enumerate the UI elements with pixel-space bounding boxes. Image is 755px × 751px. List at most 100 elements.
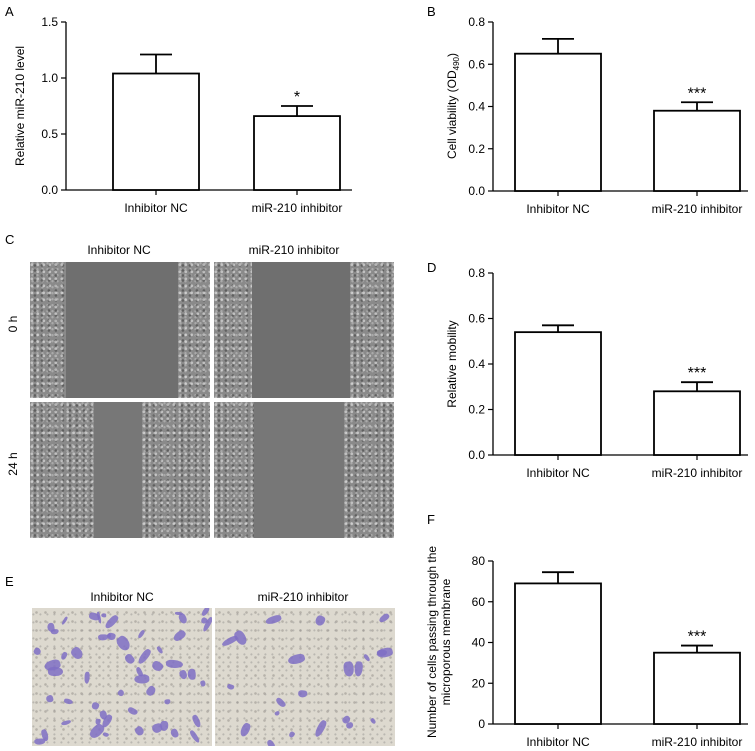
- stained-cell: [200, 679, 207, 687]
- chart-d-x-tick-label: miR-210 inhibitor: [652, 466, 743, 480]
- chart-d-y-tick-label: 0.0: [468, 448, 485, 462]
- stained-cell: [156, 645, 165, 655]
- panel-letter-a: A: [5, 4, 14, 19]
- chart-a-x-tick-label: miR-210 inhibitor: [252, 201, 343, 215]
- micrograph-0h-mir210-inhibitor: [214, 262, 394, 398]
- chart-a-y-label-group: Relative miR-210 level: [13, 46, 27, 166]
- chart-b-y-label-end: ): [445, 53, 459, 57]
- stained-cell: [188, 729, 201, 744]
- stained-cell: [106, 631, 117, 641]
- chart-d-x-tick-label: Inhibitor NC: [526, 466, 590, 480]
- wound-row-label-0h: 0 h: [6, 315, 20, 333]
- stained-cell: [171, 628, 188, 643]
- chart-d-y-tick-label: 0.6: [468, 312, 485, 326]
- stained-cell: [151, 659, 165, 674]
- stained-cell: [238, 721, 252, 738]
- transwell-col-label-nc: Inhibitor NC: [90, 590, 154, 604]
- stained-cell: [48, 666, 64, 676]
- chart-b-y-tick-label: 0.8: [468, 15, 485, 29]
- stained-cell: [313, 718, 328, 738]
- stained-cell: [378, 612, 391, 624]
- stained-cell: [84, 671, 90, 684]
- chart-a-y-label: Relative miR-210 level: [13, 46, 27, 166]
- wound-col-label-inhibitor: miR-210 inhibitor: [248, 243, 340, 257]
- chart-b-significance-label: ***: [688, 85, 707, 102]
- stained-cell: [103, 613, 120, 630]
- stained-cell: [164, 699, 172, 706]
- micrograph-24h-inhibitor-nc: [30, 402, 210, 538]
- panel-letter-e: E: [5, 574, 14, 589]
- stained-cell: [50, 628, 60, 635]
- chart-f-y-label: Number of cells passing through the: [425, 546, 439, 738]
- stained-cell: [265, 613, 283, 626]
- chart-a-y-tick-label: 1.5: [41, 15, 58, 29]
- stained-cell: [60, 615, 68, 626]
- chart-b-y-label-group: Cell viability (OD490): [445, 53, 461, 159]
- transwell-micrograph-mir210-inhibitor: [215, 608, 395, 746]
- stained-cell: [136, 629, 145, 639]
- chart-b-y-label-subscript: 490: [452, 56, 461, 70]
- stained-cell: [126, 705, 139, 716]
- stained-cell: [63, 698, 74, 706]
- chart-d-significance-label: ***: [688, 365, 707, 382]
- stained-cell: [102, 732, 109, 738]
- chart-a-x-tick-label: Inhibitor NC: [124, 201, 188, 215]
- chart-d-y-label-group: Relative mobility: [445, 320, 459, 407]
- stained-cell: [45, 694, 55, 704]
- panel-letter-b: B: [427, 4, 436, 19]
- chart-d-y-tick-label: 0.2: [468, 403, 485, 417]
- chart-a-y-tick-label: 1.0: [41, 71, 58, 85]
- chart-f-bar: [514, 582, 602, 725]
- panel-letter-f: F: [427, 512, 435, 527]
- chart-b-y-tick-label: 0.6: [468, 57, 485, 71]
- stained-cell: [362, 653, 371, 663]
- stained-cell: [220, 634, 239, 649]
- stained-cell: [377, 649, 387, 656]
- chart-a-bar: [112, 72, 200, 191]
- panel-letter-c: C: [5, 232, 15, 247]
- chart-a-significance-label: *: [294, 89, 300, 106]
- chart-d-bar: [653, 390, 741, 456]
- chart-a-y-tick-label: 0.5: [41, 127, 58, 141]
- stained-cell: [116, 688, 126, 698]
- stained-cell: [190, 714, 202, 729]
- panel-letter-d: D: [427, 260, 437, 275]
- chart-b-y-tick-label: 0.4: [468, 100, 485, 114]
- chart-b-y-tick-label: 0.0: [468, 184, 485, 198]
- stained-cell: [314, 613, 327, 627]
- chart-b-x-tick-label: Inhibitor NC: [526, 202, 590, 216]
- stained-cell: [144, 684, 157, 698]
- stained-cell: [273, 710, 281, 718]
- chart-d-y-tick-label: 0.8: [468, 266, 485, 280]
- chart-b-x-tick-label: miR-210 inhibitor: [652, 202, 743, 216]
- stained-cell: [369, 717, 377, 726]
- stained-cell: [68, 645, 85, 661]
- chart-b-y-label: Cell viability (OD490): [445, 53, 461, 159]
- chart-f-y-tick-label: 20: [472, 676, 486, 690]
- chart-f-y-tick-label: 40: [472, 636, 486, 650]
- stained-cell: [226, 683, 235, 691]
- stained-cell: [286, 653, 306, 667]
- chart-f-y-label: microporous membrane: [439, 578, 453, 705]
- stained-cell: [136, 647, 152, 666]
- stained-cell: [165, 658, 184, 668]
- chart-f-y-label-group: Number of cells passing through the micro…: [425, 546, 453, 738]
- stained-cell: [100, 613, 107, 618]
- stained-cell: [61, 719, 73, 727]
- chart-d-y-label: Relative mobility: [445, 320, 459, 407]
- chart-f-bar: [653, 651, 741, 725]
- stained-cell: [296, 689, 308, 698]
- stained-cell: [60, 651, 69, 661]
- stained-cell: [342, 661, 355, 678]
- stained-cell: [265, 738, 276, 746]
- chart-d-y-tick-label: 0.4: [468, 357, 485, 371]
- stained-cell: [34, 738, 46, 745]
- chart-a-bar: [253, 115, 341, 191]
- stained-cell: [33, 646, 43, 657]
- stained-cell: [114, 634, 133, 653]
- chart-f-x-tick-label: Inhibitor NC: [526, 735, 590, 749]
- stained-cell: [353, 661, 364, 677]
